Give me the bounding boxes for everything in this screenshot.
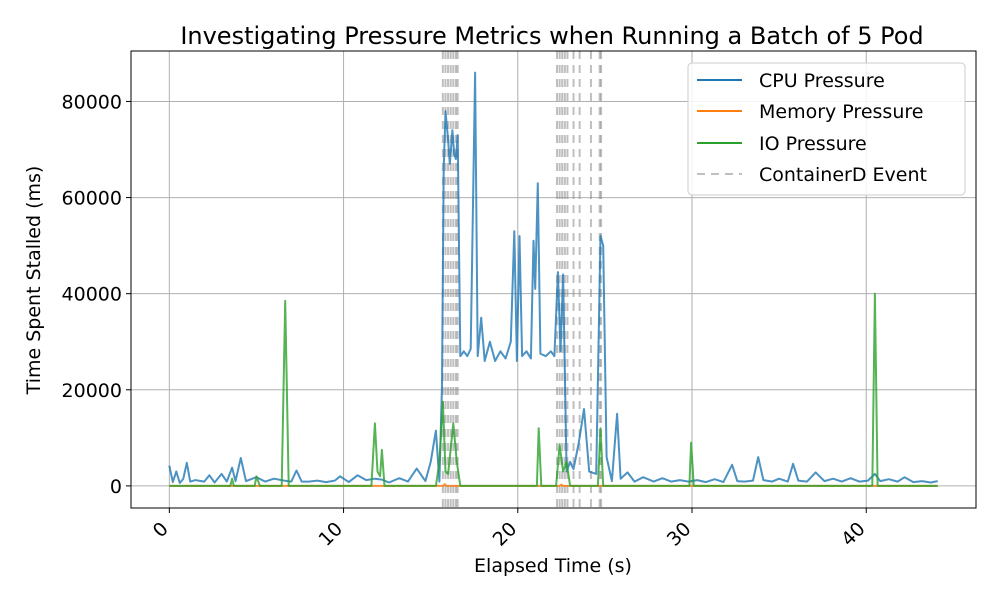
x-tick-label: 30 bbox=[663, 518, 696, 551]
x-tick-label: 20 bbox=[489, 518, 522, 551]
x-tick-label: 10 bbox=[314, 518, 347, 551]
x-axis-label: Elapsed Time (s) bbox=[474, 555, 632, 577]
y-tick-label: 80000 bbox=[62, 91, 122, 113]
io-pressure-line bbox=[169, 292, 938, 487]
containerd-event-lines bbox=[441, 51, 603, 508]
legend-cpu-label: CPU Pressure bbox=[759, 70, 885, 92]
y-tick-label: 0 bbox=[110, 476, 122, 498]
legend-event-label: ContainerD Event bbox=[759, 164, 927, 186]
x-tick-label: 0 bbox=[149, 518, 173, 542]
y-tick-label: 60000 bbox=[62, 188, 122, 210]
chart-title: Investigating Pressure Metrics when Runn… bbox=[180, 22, 923, 50]
legend-box bbox=[687, 62, 966, 196]
legend: CPU Pressure Memory Pressure IO Pressure… bbox=[687, 62, 966, 196]
cpu-pressure-line bbox=[168, 71, 938, 484]
y-tick-label: 40000 bbox=[62, 284, 122, 306]
y-axis-label: Time Spent Stalled (ms) bbox=[23, 166, 45, 396]
plot-frame bbox=[130, 50, 977, 509]
y-tick-label: 20000 bbox=[62, 380, 122, 402]
legend-io-label: IO Pressure bbox=[759, 133, 867, 155]
x-tick-label: 40 bbox=[837, 518, 870, 551]
legend-memory-label: Memory Pressure bbox=[759, 101, 923, 123]
series-lines bbox=[168, 71, 938, 487]
